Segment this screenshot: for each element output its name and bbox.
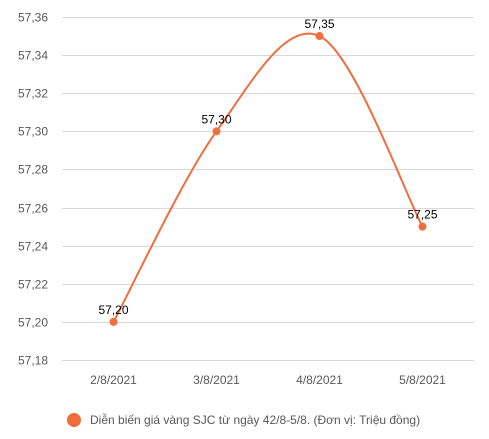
data-point[interactable] [109, 317, 118, 326]
y-tick-label: 57,24 [18, 240, 48, 254]
legend[interactable]: Diễn biến giá vàng SJC từ ngày 42/8-5/8.… [67, 412, 420, 427]
series-line-layer [109, 32, 427, 326]
x-tick-label: 5/8/2021 [399, 373, 446, 387]
data-point[interactable] [315, 32, 324, 41]
y-tick-label: 57,36 [18, 11, 48, 25]
y-tick-label: 57,32 [18, 87, 48, 101]
series-line [112, 32, 424, 323]
y-tick-label: 57,30 [18, 125, 48, 139]
y-axis-ticks: 57,18 57,20 57,22 57,24 57,26 57,28 57,30 57,32… [18, 11, 48, 368]
data-label: 57,25 [407, 208, 437, 222]
x-axis-ticks: 2/8/2021 3/8/2021 4/8/2021 5/8/2021 [90, 373, 446, 387]
x-tick-label: 3/8/2021 [193, 373, 240, 387]
data-labels: 57,20 57,30 57,35 57,25 [98, 17, 437, 317]
y-tick-label: 57,34 [18, 49, 48, 63]
data-point[interactable] [418, 222, 427, 231]
x-tick-label: 2/8/2021 [90, 373, 137, 387]
legend-label: Diễn biến giá vàng SJC từ ngày 42/8-5/8.… [90, 412, 420, 427]
y-tick-label: 57,20 [18, 316, 48, 330]
data-label: 57,20 [98, 303, 128, 317]
y-tick-label: 57,22 [18, 278, 48, 292]
grid-lines [62, 17, 474, 361]
data-label: 57,35 [304, 17, 334, 31]
data-label: 57,30 [201, 112, 231, 126]
y-tick-label: 57,26 [18, 202, 48, 216]
data-point[interactable] [212, 127, 221, 136]
y-tick-label: 57,18 [18, 354, 48, 368]
y-tick-label: 57,28 [18, 163, 48, 177]
legend-marker [67, 413, 81, 427]
x-tick-label: 4/8/2021 [296, 373, 343, 387]
